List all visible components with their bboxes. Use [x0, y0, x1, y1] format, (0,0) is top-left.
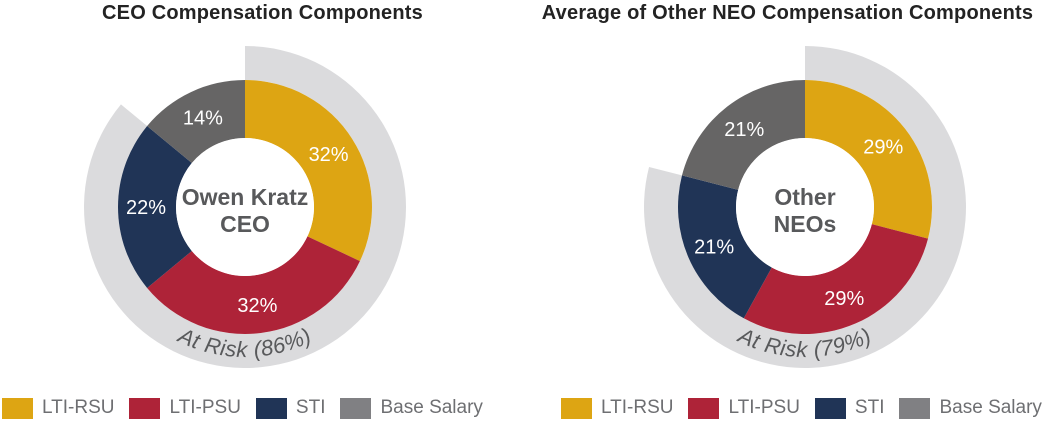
segment-lti-psu — [743, 224, 929, 334]
segment-sti — [678, 175, 772, 319]
legend-item-sti: STI — [814, 397, 885, 419]
sti-swatch — [814, 397, 846, 419]
sti-swatch — [255, 397, 287, 419]
legend-item-sti: STI — [255, 397, 326, 419]
lti-psu-swatch — [688, 397, 720, 419]
legend-item-base-salary: Base Salary — [340, 397, 483, 419]
legend-label-base-salary: Base Salary — [380, 397, 483, 418]
legend-item-base-salary: Base Salary — [899, 397, 1042, 419]
segment-value-label: 29% — [824, 288, 864, 310]
legend-label-sti: STI — [854, 397, 885, 418]
legend-item-lti-psu: LTI-PSU — [129, 397, 241, 419]
segment-sti — [117, 126, 192, 288]
legend-label-base-salary: Base Salary — [939, 397, 1042, 418]
base-salary-swatch — [899, 397, 931, 419]
legend-item-lti-rsu: LTI-RSU — [2, 397, 114, 419]
center-label-line1: Owen Kratz — [182, 184, 309, 210]
lti-rsu-swatch — [561, 397, 592, 419]
donut-hole — [736, 138, 874, 276]
segment-base-salary — [681, 80, 805, 190]
segment-base-salary — [147, 80, 245, 164]
legend-neo-chart: LTI-RSU LTI-PSU STI Base Salary — [561, 395, 1042, 421]
segment-value-label: 21% — [724, 119, 764, 141]
legend-label-lti-rsu: LTI-RSU — [601, 397, 674, 418]
segment-value-label: 32% — [309, 144, 349, 166]
center-label-line2: CEO — [220, 211, 270, 237]
center-label-line2: NEOs — [774, 211, 837, 237]
legend-label-sti: STI — [295, 397, 326, 418]
donut-hole — [176, 138, 314, 276]
ceo-chart-title: CEO Compensation Components — [102, 2, 423, 24]
base-salary-swatch — [340, 397, 372, 419]
segment-lti-psu — [147, 236, 360, 334]
legend-label-lti-rsu: LTI-RSU — [42, 397, 115, 418]
center-label-line1: Other — [774, 184, 835, 210]
lti-rsu-swatch — [2, 397, 33, 419]
legend-label-lti-psu: LTI-PSU — [169, 397, 241, 418]
legend-item-lti-psu: LTI-PSU — [688, 397, 800, 419]
legend-label-lti-psu: LTI-PSU — [728, 397, 800, 418]
segment-value-label: 32% — [237, 295, 277, 317]
segment-value-label: 22% — [126, 197, 166, 219]
neo-chart-title: Average of Other NEO Compensation Compon… — [541, 2, 1034, 24]
lti-psu-swatch — [129, 397, 161, 419]
segment-lti-rsu — [805, 80, 932, 239]
legend-ceo-chart: LTI-RSU LTI-PSU STI Base Salary — [2, 395, 483, 421]
segment-lti-rsu — [245, 80, 372, 262]
legend-item-lti-rsu: LTI-RSU — [561, 397, 673, 419]
segment-value-label: 14% — [183, 107, 223, 129]
segment-value-label: 21% — [694, 236, 734, 258]
segment-value-label: 29% — [863, 136, 903, 158]
